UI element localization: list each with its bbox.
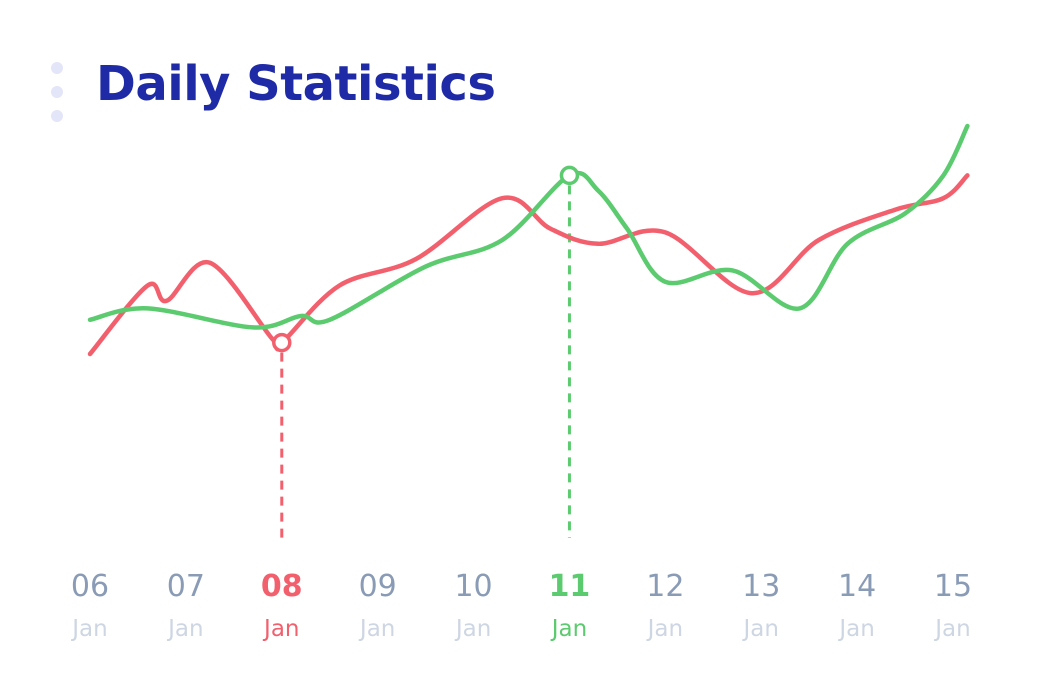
dot-2 xyxy=(51,86,63,98)
x-tick-day: 08 xyxy=(261,569,303,604)
x-tick-month: Jan xyxy=(166,616,203,642)
x-tick-month: Jan xyxy=(70,616,107,642)
x-tick-day: 06 xyxy=(71,569,109,604)
series-lines xyxy=(87,123,970,357)
x-tick-month: Jan xyxy=(262,616,299,642)
highlight-point-series-2[interactable] xyxy=(559,165,580,186)
x-tick-month: Jan xyxy=(454,616,491,642)
highlight-markers[interactable] xyxy=(272,165,580,353)
x-tick-month: Jan xyxy=(741,616,778,642)
x-tick-day: 12 xyxy=(646,569,684,604)
highlight-point-series-1[interactable] xyxy=(272,332,292,353)
x-tick-day: 09 xyxy=(359,569,397,604)
x-tick-month: Jan xyxy=(358,616,395,642)
dot-3 xyxy=(51,110,63,122)
x-tick-day: 07 xyxy=(167,569,205,604)
x-tick-month: Jan xyxy=(646,616,683,642)
series-line-2 xyxy=(87,123,970,330)
series-line-1 xyxy=(87,173,970,357)
x-tick-day: 14 xyxy=(838,569,876,604)
vertical-dots-icon[interactable] xyxy=(50,62,64,126)
x-tick-month: Jan xyxy=(550,616,587,642)
x-axis-ticks: 06 Jan 07 Jan 08 Jan 09 Jan 10 Jan 11 Jan 12 Jan 13 Jan… xyxy=(70,569,972,642)
x-tick-day: 10 xyxy=(454,569,492,604)
guide-lines xyxy=(280,185,571,538)
x-tick-day: 15 xyxy=(934,569,972,604)
x-tick-day: 13 xyxy=(742,569,780,604)
x-tick-month: Jan xyxy=(933,616,970,642)
x-tick-month: Jan xyxy=(837,616,874,642)
x-tick-day: 11 xyxy=(549,569,591,604)
page-title: Daily Statistics xyxy=(96,56,496,112)
dot-1 xyxy=(51,62,63,74)
